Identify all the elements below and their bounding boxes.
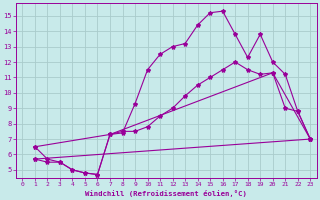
X-axis label: Windchill (Refroidissement éolien,°C): Windchill (Refroidissement éolien,°C) (85, 190, 247, 197)
